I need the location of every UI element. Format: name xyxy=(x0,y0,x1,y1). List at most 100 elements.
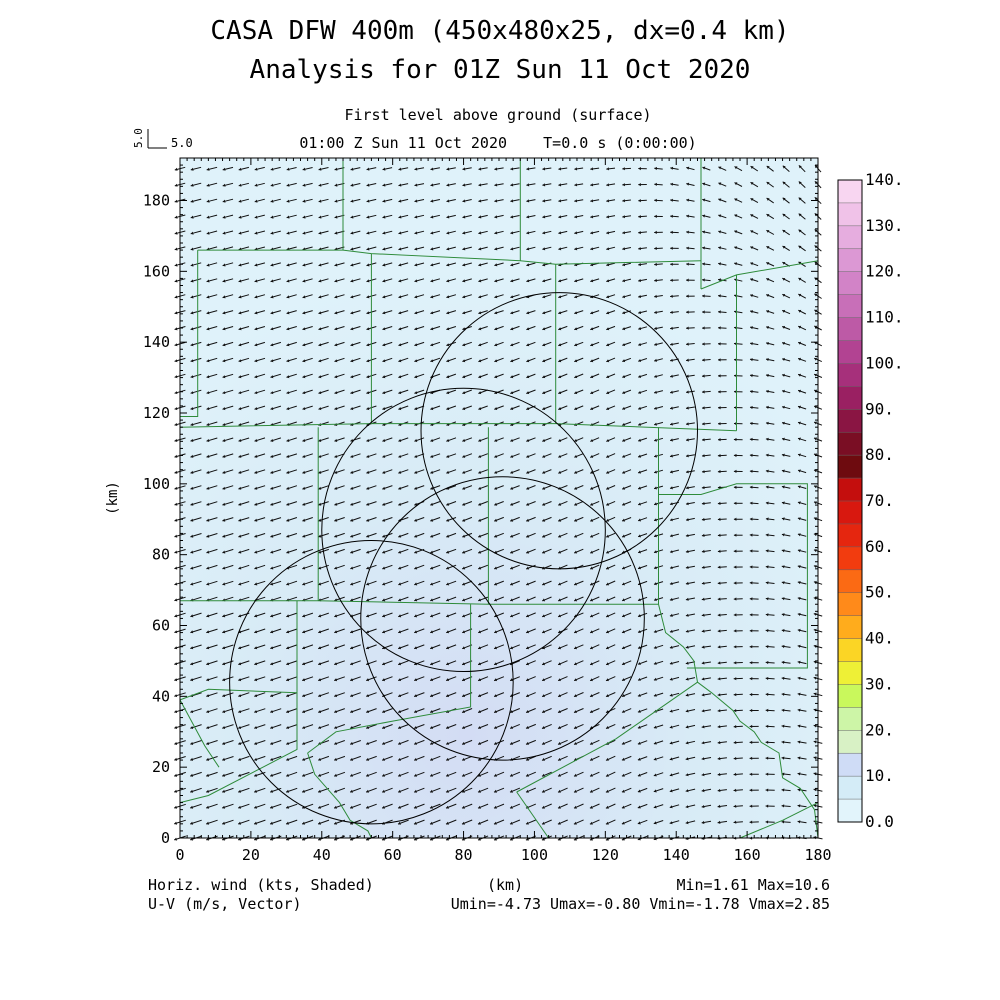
wind-vector-head xyxy=(670,166,674,170)
wind-vector-head xyxy=(174,710,178,714)
wind-vector-head xyxy=(398,327,402,331)
wind-vector-head xyxy=(606,550,610,554)
wind-vector-head xyxy=(286,757,290,761)
colorbar-swatch xyxy=(838,317,862,341)
wind-vector-head xyxy=(526,646,530,650)
wind-vector-head xyxy=(717,565,721,569)
y-tick-label: 140 xyxy=(143,333,170,351)
wind-vector-head xyxy=(302,773,306,777)
wind-vector-head xyxy=(254,726,258,729)
wind-vector-head xyxy=(414,279,418,283)
wind-vector-head xyxy=(494,534,498,538)
y-tick-label: 120 xyxy=(143,404,170,422)
wind-vector-head xyxy=(749,724,753,729)
wind-vector-head xyxy=(270,757,274,761)
wind-vector-head xyxy=(286,837,289,841)
wind-vector-head xyxy=(622,406,626,410)
wind-vector-head xyxy=(717,661,721,665)
wind-vector-head xyxy=(733,740,737,745)
wind-vector-head xyxy=(254,566,258,570)
x-tick-label: 180 xyxy=(804,846,831,864)
wind-vector-head xyxy=(590,359,594,363)
wind-vector-head xyxy=(590,183,594,187)
wind-vector-head xyxy=(366,566,370,570)
wind-vector-head xyxy=(254,646,258,650)
wind-vector-head xyxy=(238,327,242,331)
wind-vector-head xyxy=(526,407,530,410)
wind-vector-head xyxy=(637,725,641,729)
wind-vector-head xyxy=(494,423,498,426)
wind-vector-head xyxy=(494,167,498,171)
wind-vector-head xyxy=(765,645,769,649)
wind-vector-head xyxy=(542,678,545,682)
colorbar: 0.010.20.30.40.50.60.70.80.90.100.110.12… xyxy=(837,170,904,831)
colorbar-swatch xyxy=(838,455,862,479)
wind-vector-head xyxy=(446,550,450,554)
wind-vector-head xyxy=(622,263,626,267)
wind-vector-head xyxy=(781,517,785,521)
wind-vector-head xyxy=(318,757,322,761)
wind-vector-head xyxy=(238,375,242,379)
wind-vector-head xyxy=(638,677,641,681)
wind-vector-head xyxy=(286,646,290,650)
wind-vector-head xyxy=(621,805,625,809)
wind-vector-head xyxy=(206,646,210,650)
wind-vector-head xyxy=(526,263,530,267)
wind-vector-head xyxy=(238,215,242,219)
wind-vector-head xyxy=(430,582,434,586)
wind-vector-head xyxy=(733,693,737,697)
wind-vector-head xyxy=(462,805,465,809)
wind-vector-head xyxy=(206,694,210,698)
wind-vector-head xyxy=(270,470,274,474)
wind-vector-head xyxy=(558,694,561,698)
wind-vector-head xyxy=(286,534,290,538)
wind-vector-head xyxy=(669,757,673,761)
wind-vector-head xyxy=(174,215,178,219)
wind-vector-head xyxy=(494,247,498,251)
wind-vector-head xyxy=(334,295,338,299)
wind-vector-head xyxy=(622,231,625,235)
wind-vector-head xyxy=(206,486,210,490)
wind-vector-head xyxy=(318,805,321,809)
wind-vector-head xyxy=(430,215,434,219)
wind-vector-head xyxy=(462,454,466,458)
wind-vector-head xyxy=(430,821,433,825)
wind-vector-head xyxy=(462,311,466,315)
wind-vector-head xyxy=(478,726,481,729)
wind-vector-head xyxy=(350,454,354,458)
wind-vector-head xyxy=(446,741,449,745)
wind-vector-head xyxy=(238,757,242,761)
wind-vector-head xyxy=(653,661,657,665)
wind-vector-head xyxy=(542,454,546,458)
wind-vector-head xyxy=(270,486,274,490)
wind-vector-head xyxy=(542,375,546,379)
wind-vector-head xyxy=(478,662,482,666)
wind-vector-head xyxy=(446,630,450,634)
wind-vector-head xyxy=(222,486,226,490)
wind-vector-head xyxy=(590,470,594,474)
wind-vector-head xyxy=(685,709,689,713)
wind-vector-head xyxy=(526,423,530,426)
wind-vector-head xyxy=(606,359,610,363)
wind-vector-head xyxy=(190,359,194,363)
wind-vector-head xyxy=(638,566,641,570)
wind-vector-head xyxy=(318,694,322,698)
wind-vector-head xyxy=(766,294,770,297)
wind-vector-head xyxy=(190,502,194,506)
wind-vector-head xyxy=(590,534,594,538)
wind-vector-head xyxy=(542,295,546,299)
wind-vector-head xyxy=(558,502,562,506)
wind-vector-head xyxy=(478,550,482,554)
wind-vector-head xyxy=(270,741,274,745)
wind-vector-head xyxy=(302,327,306,331)
colorbar-label: 90. xyxy=(865,399,894,418)
wind-vector-head xyxy=(638,454,642,458)
wind-vector-head xyxy=(574,359,578,363)
wind-vector-head xyxy=(238,279,242,283)
wind-vector-head xyxy=(685,821,689,825)
wind-vector-head xyxy=(622,694,625,697)
wind-vector-head xyxy=(765,613,769,617)
wind-vector-head xyxy=(414,646,418,650)
wind-vector-head xyxy=(606,439,610,442)
county-boundary xyxy=(179,688,298,701)
